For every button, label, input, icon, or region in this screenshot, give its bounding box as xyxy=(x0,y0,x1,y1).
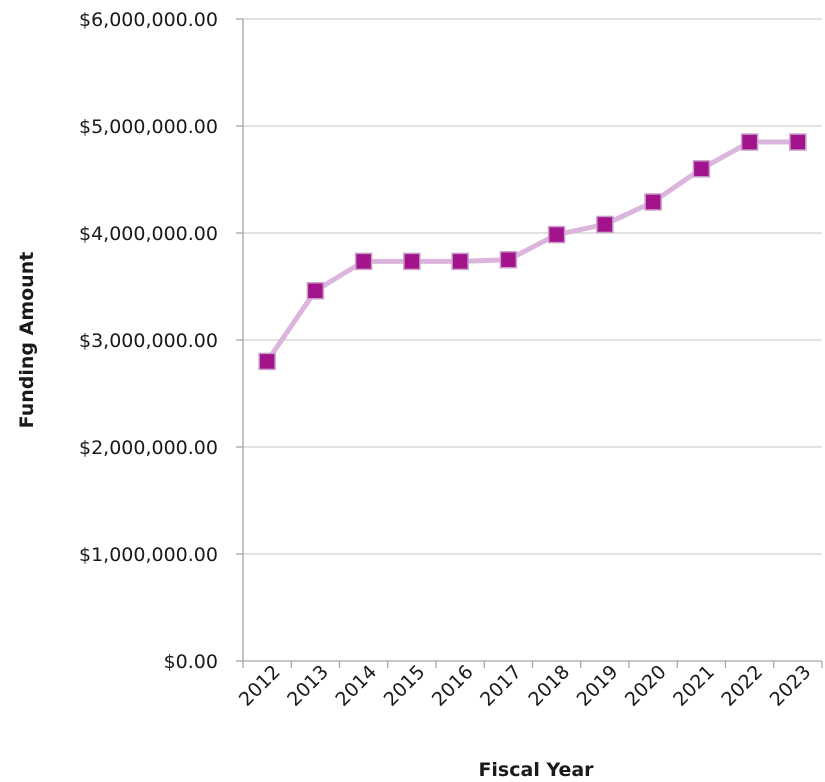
data-point-marker xyxy=(789,133,807,151)
y-tick-label: $1,000,000.00 xyxy=(79,544,218,566)
data-point-marker xyxy=(499,251,518,269)
y-tick-label: $2,000,000.00 xyxy=(79,437,218,459)
axes xyxy=(236,18,823,668)
x-tick-label: 2022 xyxy=(717,661,767,711)
series-line xyxy=(264,139,801,364)
data-point-marker xyxy=(740,133,759,151)
x-tick-label: 2018 xyxy=(524,661,574,711)
x-tick-label: 2019 xyxy=(573,661,623,711)
data-point-marker xyxy=(596,215,614,234)
x-tick-label: 2015 xyxy=(380,661,430,711)
data-point-marker xyxy=(692,160,711,178)
x-tick-label: 2016 xyxy=(428,661,478,711)
x-tick-label: 2013 xyxy=(283,661,333,711)
x-tick-label: 2020 xyxy=(621,661,671,711)
data-series xyxy=(258,133,807,371)
data-point-marker xyxy=(306,282,325,300)
x-tick-label: 2012 xyxy=(235,661,285,711)
x-tick-label: 2021 xyxy=(669,661,719,711)
data-point-marker xyxy=(258,352,276,371)
data-point-marker xyxy=(354,252,373,271)
x-tick-label: 2017 xyxy=(476,661,526,711)
x-tick-labels: 2012201320142015201620172018201920202021… xyxy=(235,661,816,711)
y-tick-label: $0.00 xyxy=(164,651,218,673)
y-axis-title: Funding Amount xyxy=(16,252,38,429)
data-point-marker xyxy=(451,252,469,271)
data-point-marker xyxy=(547,225,566,244)
y-tick-labels: $0.00 $1,000,000.00 $2,000,000.00 $3,000,00… xyxy=(79,9,218,673)
gridlines xyxy=(243,18,822,555)
x-axis-title: Fiscal Year xyxy=(478,759,594,781)
x-tick-label: 2023 xyxy=(766,661,816,711)
y-tick-label: $4,000,000.00 xyxy=(79,223,218,245)
data-point-marker xyxy=(403,252,421,271)
y-tick-label: $6,000,000.00 xyxy=(79,9,218,31)
x-tick-label: 2014 xyxy=(331,661,381,711)
data-point-marker xyxy=(644,193,662,211)
y-tick-label: $5,000,000.00 xyxy=(79,116,218,138)
y-tick-label: $3,000,000.00 xyxy=(79,330,218,352)
